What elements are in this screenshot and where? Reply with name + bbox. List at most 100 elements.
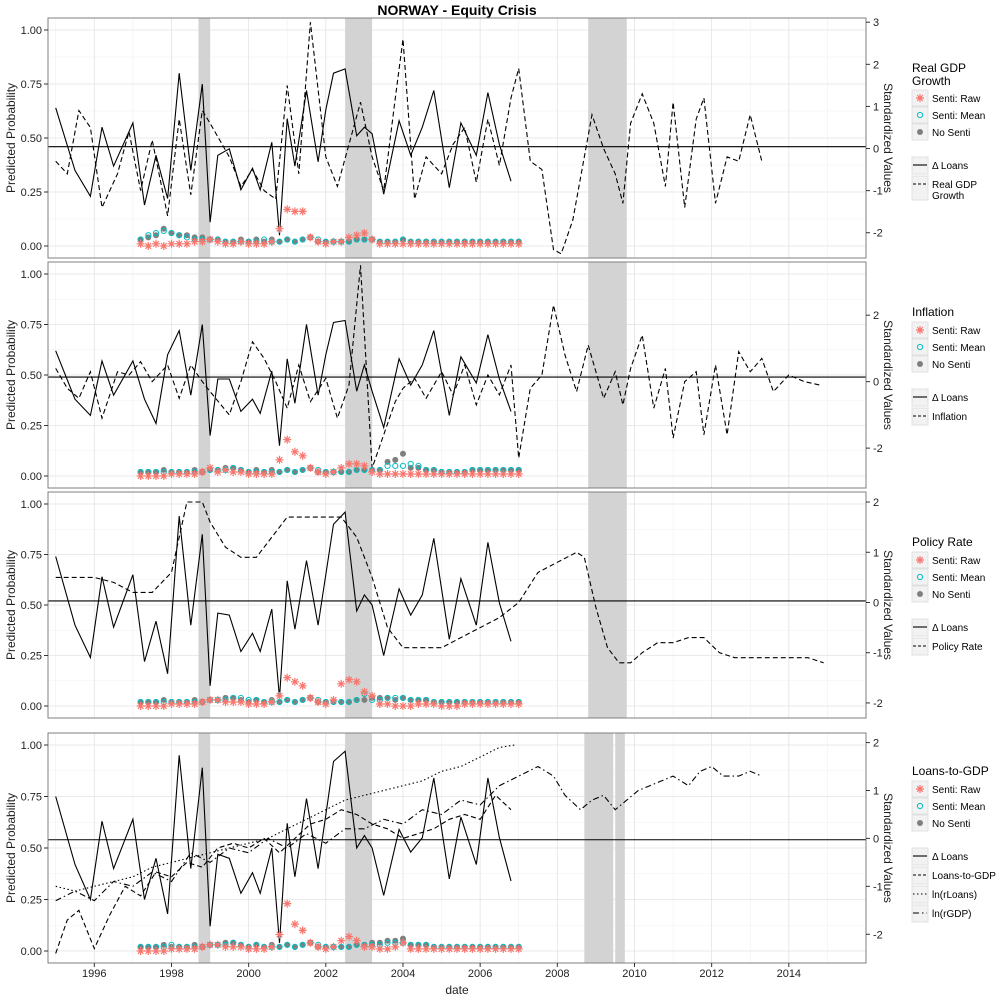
point-raw [383,470,392,478]
point-raw [275,455,284,464]
point-raw [221,942,230,951]
crisis-band [345,733,373,963]
point-raw [476,239,485,248]
point-nosenti [137,943,144,950]
point-nosenti [276,698,283,705]
point-raw [283,435,292,444]
point-raw [391,702,400,710]
point-nosenti [407,696,414,703]
point-raw [429,700,438,708]
point-nosenti [153,698,160,705]
point-mean [276,468,283,476]
point-raw [167,700,176,708]
legend-star-icon [916,785,924,793]
point-nosenti [423,466,430,473]
point-raw [213,695,222,704]
point-raw [321,700,330,708]
point-raw [368,468,377,476]
point-raw [190,700,199,708]
left-tick-label: 1.00 [21,269,42,281]
point-raw [314,468,323,476]
point-raw [283,673,292,682]
point-nosenti [430,466,437,473]
point-nosenti [345,238,352,245]
legend-label: Senti: Mean [932,802,985,813]
point-mean [152,229,160,237]
point-raw [190,237,199,246]
left-tick-label: 0.75 [21,550,42,562]
point-raw [460,470,469,478]
panel-0: 0.00 0.25 0.50 0.75 1.00 -2 -1 0 1 2 3 Predicted Pr… [4,17,985,259]
point-raw [267,237,276,246]
point-raw [514,470,523,478]
point-raw [468,944,477,953]
point-nosenti [415,941,422,948]
left-tick-label: 0.25 [21,421,42,433]
y-axis-label-left: Predicted Probability [4,793,18,903]
point-nosenti [407,941,414,948]
legend-key [911,106,929,124]
point-raw [352,677,361,686]
point-raw [175,239,184,248]
point-raw [298,207,307,216]
right-tick-label: -2 [873,228,883,240]
point-nosenti [469,466,476,473]
point-raw [437,702,446,710]
point-nosenti [423,696,430,703]
point-raw [190,944,199,953]
point-nosenti [191,941,198,948]
left-tick-label: 0.00 [21,701,42,713]
point-raw [236,942,245,951]
point-raw [236,468,245,476]
point-raw [175,700,184,708]
point-nosenti [299,466,306,473]
point-mean [299,941,306,948]
point-mean [276,238,283,245]
point-nosenti [253,466,260,473]
point-raw [507,470,515,478]
point-raw [499,470,508,478]
point-nosenti [384,937,391,944]
point-nosenti [284,696,291,703]
legend-dot-icon [917,361,923,367]
point-raw [514,944,523,953]
point-raw [236,237,245,246]
point-raw [175,944,184,953]
crisis-band [198,18,211,258]
point-raw [229,239,238,248]
point-raw [483,700,492,708]
point-raw [198,698,207,706]
point-nosenti [338,943,345,950]
point-nosenti [299,696,306,703]
point-nosenti [338,698,345,705]
legend-circle-icon [916,802,924,810]
point-raw [283,205,292,214]
legend-key [911,904,929,923]
point-mean [299,696,306,704]
point-raw [514,700,523,708]
left-tick-label: 0.50 [21,133,42,145]
legend-label: Senti: Raw [932,94,981,105]
point-nosenti [160,466,167,473]
y-axis-label-right: Standardized Values [881,320,895,430]
right-tick-label: -1 [873,186,883,198]
point-nosenti [230,939,237,946]
point-nosenti [500,466,507,473]
point-nosenti [484,466,491,473]
point-raw [499,944,508,953]
point-mean [145,232,152,239]
x-tick-label: 2006 [468,968,492,980]
x-tick-label: 2012 [699,968,723,980]
point-raw [491,239,500,248]
point-mean [284,941,291,948]
crisis-band [588,492,627,718]
point-raw [337,679,346,688]
point-mean [299,466,306,474]
point-nosenti [508,466,515,473]
left-tick-label: 0.50 [21,600,42,612]
point-raw [368,691,377,700]
point-raw [468,470,477,478]
point-nosenti [137,468,144,475]
point-nosenti [145,943,152,950]
